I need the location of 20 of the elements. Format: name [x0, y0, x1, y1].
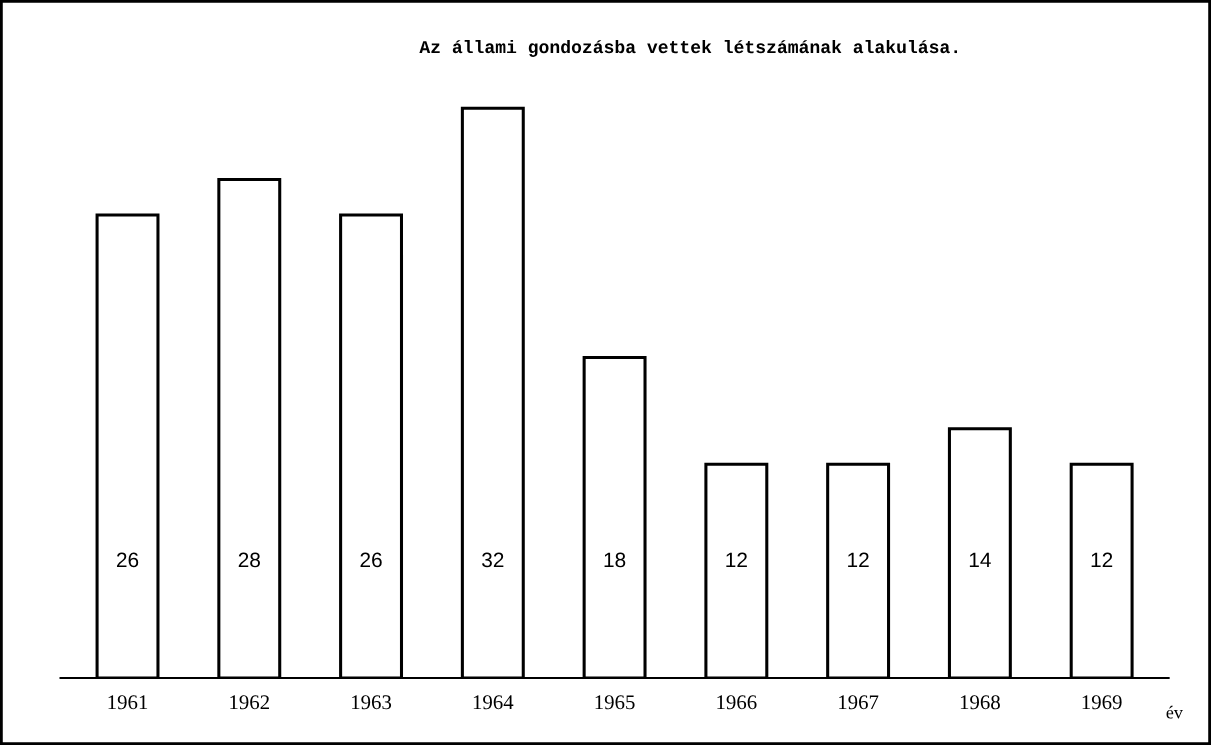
x-axis-title: év [1166, 705, 1183, 719]
data-label: 26 [360, 552, 382, 568]
chart-title: Az állami gondozásba vettek létszámának alakulása. [419, 39, 957, 57]
data-label: 12 [726, 552, 747, 568]
data-label: 26 [116, 552, 139, 568]
x-tick-label: 1963 [352, 695, 392, 710]
x-tick-label: 1965 [595, 695, 635, 710]
data-label: 18 [604, 552, 626, 568]
data-label: 14 [969, 552, 991, 568]
x-tick-label: 1964 [473, 695, 514, 710]
x-tick-label: 1967 [839, 695, 879, 710]
x-tick-label: 1966 [717, 695, 757, 710]
data-label: 12 [848, 552, 869, 568]
x-tick-label: 1962 [230, 695, 269, 710]
x-tick-label: 1968 [960, 695, 1000, 710]
x-tick-label: 1969 [1082, 695, 1122, 710]
data-label: 12 [1091, 552, 1113, 568]
x-tick-label: 1961 [108, 695, 148, 710]
data-label: 28 [238, 552, 260, 568]
data-label: 32 [482, 552, 504, 568]
